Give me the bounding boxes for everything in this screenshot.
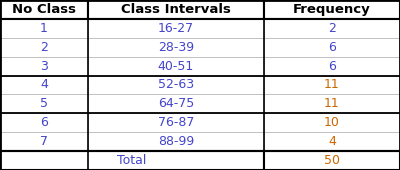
Bar [0,113,88,132]
Text: 6: 6 [328,41,336,54]
Text: 28-39: 28-39 [158,41,194,54]
Bar [264,132,400,151]
Bar [264,95,400,113]
Text: Total: Total [117,154,147,167]
Bar [0,151,264,170]
Text: 88-99: 88-99 [158,135,194,148]
Text: 64-75: 64-75 [158,97,194,110]
Bar [0,38,88,57]
Bar [0,75,88,95]
Text: 11: 11 [324,79,340,91]
Bar [88,19,264,38]
Text: Frequency: Frequency [293,3,371,16]
Text: 7: 7 [40,135,48,148]
Bar [264,19,400,38]
Text: 10: 10 [324,116,340,129]
Bar [88,132,264,151]
Bar [88,75,264,95]
Text: 2: 2 [40,41,48,54]
Bar [264,38,400,57]
Text: 50: 50 [324,154,340,167]
Text: 40-51: 40-51 [158,60,194,73]
Text: 4: 4 [40,79,48,91]
Text: 76-87: 76-87 [158,116,194,129]
Bar [88,57,264,75]
Bar [88,38,264,57]
Bar [0,95,88,113]
Bar [88,0,264,19]
Text: 11: 11 [324,97,340,110]
Bar [88,113,264,132]
Bar [0,132,88,151]
Text: 5: 5 [40,97,48,110]
Bar [264,113,400,132]
Text: 1: 1 [40,22,48,35]
Bar [264,75,400,95]
Bar [264,0,400,19]
Bar [0,57,88,75]
Bar [264,57,400,75]
Text: No Class: No Class [12,3,76,16]
Text: 52-63: 52-63 [158,79,194,91]
Bar [0,19,88,38]
Text: Class Intervals: Class Intervals [121,3,231,16]
Text: 3: 3 [40,60,48,73]
Text: 2: 2 [328,22,336,35]
Bar [264,151,400,170]
Bar [0,0,88,19]
Text: 6: 6 [328,60,336,73]
Text: 16-27: 16-27 [158,22,194,35]
Bar [88,95,264,113]
Text: 6: 6 [40,116,48,129]
Text: 4: 4 [328,135,336,148]
